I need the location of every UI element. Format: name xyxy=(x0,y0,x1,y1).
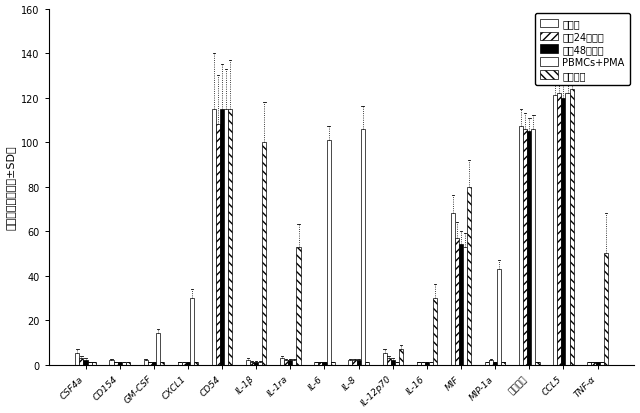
Bar xyxy=(152,363,156,365)
Bar xyxy=(361,129,365,365)
Bar xyxy=(459,245,463,365)
Bar xyxy=(433,298,437,365)
Bar xyxy=(224,109,228,365)
Bar xyxy=(318,363,323,365)
Bar xyxy=(523,129,527,365)
Bar xyxy=(596,363,600,365)
Bar xyxy=(553,96,557,365)
Bar xyxy=(259,363,262,365)
Bar xyxy=(387,358,390,365)
Bar xyxy=(531,129,536,365)
Bar xyxy=(76,354,79,365)
Bar xyxy=(326,140,331,365)
Bar xyxy=(501,363,506,365)
Bar xyxy=(109,360,113,365)
Bar xyxy=(220,109,224,365)
Bar xyxy=(92,363,96,365)
Bar xyxy=(178,363,182,365)
Bar xyxy=(420,363,425,365)
Bar xyxy=(588,363,591,365)
Bar xyxy=(246,360,250,365)
Bar xyxy=(591,363,596,365)
Bar xyxy=(467,187,471,365)
Bar xyxy=(118,363,122,365)
Bar xyxy=(425,363,429,365)
Bar xyxy=(314,363,318,365)
Bar xyxy=(331,363,335,365)
Bar xyxy=(497,269,501,365)
Bar xyxy=(536,363,540,365)
Bar xyxy=(566,94,570,365)
Bar xyxy=(113,363,118,365)
Bar xyxy=(561,98,566,365)
Bar xyxy=(122,363,126,365)
Bar xyxy=(254,363,259,365)
Bar xyxy=(527,132,531,365)
Legend: 投与前, 投与24時間後, 投与48時間後, PBMCs+PMA, プラセボ: 投与前, 投与24時間後, 投与48時間後, PBMCs+PMA, プラセボ xyxy=(535,14,630,85)
Bar xyxy=(353,360,356,365)
Bar xyxy=(262,143,266,365)
Bar xyxy=(365,363,369,365)
Bar xyxy=(190,298,194,365)
Bar xyxy=(284,360,288,365)
Bar xyxy=(182,363,186,365)
Bar xyxy=(429,363,433,365)
Bar xyxy=(79,358,83,365)
Bar xyxy=(160,363,164,365)
Bar xyxy=(600,363,604,365)
Bar xyxy=(493,363,497,365)
Bar xyxy=(280,358,284,365)
Bar xyxy=(519,127,523,365)
Bar xyxy=(250,363,254,365)
Bar xyxy=(455,238,459,365)
Bar xyxy=(489,360,493,365)
Bar xyxy=(88,363,92,365)
Bar xyxy=(288,360,292,365)
Bar xyxy=(383,354,387,365)
Bar xyxy=(570,90,573,365)
Bar xyxy=(348,360,353,365)
Bar xyxy=(292,360,296,365)
Bar xyxy=(604,254,608,365)
Bar xyxy=(390,360,395,365)
Bar xyxy=(395,363,399,365)
Bar xyxy=(194,363,198,365)
Bar xyxy=(463,247,467,365)
Bar xyxy=(399,349,403,365)
Bar xyxy=(356,360,361,365)
Bar xyxy=(156,334,160,365)
Bar xyxy=(228,109,232,365)
Bar xyxy=(148,363,152,365)
Bar xyxy=(143,360,148,365)
Bar xyxy=(83,360,88,365)
Bar xyxy=(212,109,216,365)
Y-axis label: 相対的濃度（平均±SD）: 相対的濃度（平均±SD） xyxy=(6,145,15,229)
Bar xyxy=(323,363,326,365)
Bar xyxy=(417,363,420,365)
Bar xyxy=(557,94,561,365)
Bar xyxy=(451,214,455,365)
Bar xyxy=(186,363,190,365)
Bar xyxy=(126,363,130,365)
Bar xyxy=(296,247,301,365)
Bar xyxy=(216,125,220,365)
Bar xyxy=(485,363,489,365)
